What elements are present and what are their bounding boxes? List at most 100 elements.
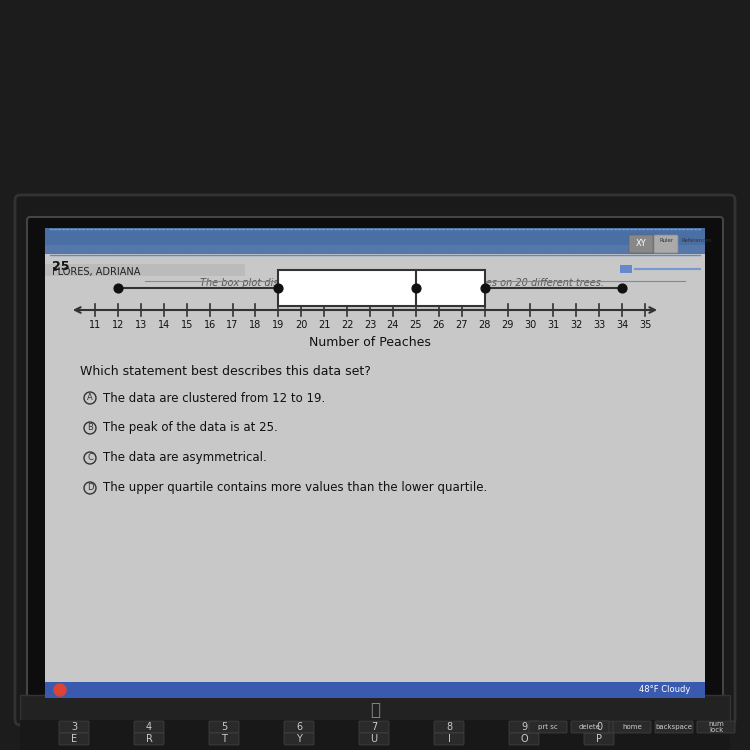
FancyBboxPatch shape	[284, 733, 314, 745]
Text: References: References	[682, 238, 712, 244]
Text: 25: 25	[52, 260, 70, 273]
Bar	[45, 682, 705, 698]
Text: The data are asymmetrical.: The data are asymmetrical.	[103, 452, 267, 464]
FancyBboxPatch shape	[15, 195, 735, 725]
FancyBboxPatch shape	[655, 721, 693, 733]
Text: The box plot displays a summary of the numbers of peaches on 20 different trees.: The box plot displays a summary of the n…	[200, 278, 604, 288]
FancyBboxPatch shape	[697, 721, 735, 733]
Text: 4: 4	[146, 722, 152, 732]
Text: 12: 12	[112, 320, 124, 330]
Text: 23: 23	[364, 320, 376, 330]
Text: 29: 29	[501, 320, 514, 330]
Text: 0: 0	[596, 722, 602, 732]
Text: 25: 25	[410, 320, 422, 330]
Text: 48°F Cloudy: 48°F Cloudy	[638, 686, 690, 694]
FancyBboxPatch shape	[134, 721, 164, 733]
Text: num
lock: num lock	[708, 721, 724, 734]
Text: prt sc: prt sc	[538, 724, 558, 730]
Text: 26: 26	[433, 320, 445, 330]
Text: 18: 18	[249, 320, 262, 330]
Text: Y: Y	[296, 734, 302, 744]
Text: 9: 9	[521, 722, 527, 732]
Bar	[45, 228, 705, 245]
Text: I: I	[448, 734, 451, 744]
Text: 17: 17	[226, 320, 238, 330]
Point	[410, 282, 422, 294]
Text: A: A	[87, 394, 93, 403]
Text: The peak of the data is at 25.: The peak of the data is at 25.	[103, 422, 278, 434]
Text: FLORES, ADRIANA: FLORES, ADRIANA	[52, 267, 140, 277]
FancyBboxPatch shape	[59, 721, 89, 733]
FancyBboxPatch shape	[359, 721, 389, 733]
Text: 31: 31	[548, 320, 560, 330]
Text: 28: 28	[478, 320, 490, 330]
FancyBboxPatch shape	[613, 721, 651, 733]
Text: 35: 35	[639, 320, 651, 330]
Text: T: T	[221, 734, 227, 744]
Bar	[278, 270, 484, 306]
Text: 15: 15	[181, 320, 193, 330]
Text: 6: 6	[296, 722, 302, 732]
Text: Ruler: Ruler	[660, 238, 674, 244]
Text: Number of Peaches: Number of Peaches	[309, 336, 431, 349]
Text: 13: 13	[135, 320, 147, 330]
Bar	[45, 264, 245, 276]
Text: 3: 3	[71, 722, 77, 732]
FancyBboxPatch shape	[434, 721, 464, 733]
Text: 19: 19	[272, 320, 284, 330]
Text: 7: 7	[370, 722, 377, 732]
FancyBboxPatch shape	[27, 217, 723, 713]
FancyBboxPatch shape	[509, 721, 539, 733]
FancyBboxPatch shape	[134, 733, 164, 745]
Text: XY: XY	[635, 239, 646, 248]
Text: home: home	[622, 724, 642, 730]
Text: E: E	[71, 734, 77, 744]
Text: D: D	[87, 484, 93, 493]
Circle shape	[54, 684, 66, 696]
Text: Which statement best describes this data set?: Which statement best describes this data…	[80, 365, 370, 378]
Bar	[20, 695, 730, 725]
Point	[616, 282, 628, 294]
Text: The upper quartile contains more values than the lower quartile.: The upper quartile contains more values …	[103, 482, 488, 494]
Text: 11: 11	[88, 320, 101, 330]
Text: 33: 33	[593, 320, 605, 330]
Text: R: R	[146, 734, 152, 744]
Text: 34: 34	[616, 320, 628, 330]
Text: 32: 32	[570, 320, 583, 330]
FancyBboxPatch shape	[654, 235, 678, 253]
Text: 30: 30	[524, 320, 536, 330]
FancyBboxPatch shape	[571, 721, 609, 733]
Text: The data are clustered from 12 to 19.: The data are clustered from 12 to 19.	[103, 392, 326, 404]
Text: backspace: backspace	[656, 724, 692, 730]
Text: ⓗ: ⓗ	[370, 701, 380, 719]
Text: 24: 24	[387, 320, 399, 330]
Bar	[620, 265, 632, 273]
Text: P: P	[596, 734, 602, 744]
Text: 16: 16	[203, 320, 216, 330]
Text: 21: 21	[318, 320, 330, 330]
Text: U: U	[370, 734, 377, 744]
Text: 20: 20	[295, 320, 307, 330]
FancyBboxPatch shape	[584, 733, 614, 745]
FancyBboxPatch shape	[284, 721, 314, 733]
FancyBboxPatch shape	[529, 721, 567, 733]
Bar	[45, 245, 705, 254]
FancyBboxPatch shape	[359, 733, 389, 745]
FancyBboxPatch shape	[509, 733, 539, 745]
Text: B: B	[87, 424, 93, 433]
Point	[272, 282, 284, 294]
FancyBboxPatch shape	[59, 733, 89, 745]
Text: O: O	[520, 734, 528, 744]
Text: C: C	[87, 454, 93, 463]
FancyBboxPatch shape	[209, 733, 239, 745]
Text: 27: 27	[455, 320, 468, 330]
Point	[112, 282, 124, 294]
FancyBboxPatch shape	[209, 721, 239, 733]
Text: 8: 8	[446, 722, 452, 732]
FancyBboxPatch shape	[434, 733, 464, 745]
Text: 5: 5	[220, 722, 227, 732]
FancyBboxPatch shape	[629, 235, 653, 253]
Bar	[45, 228, 705, 698]
Point	[478, 282, 490, 294]
Text: 22: 22	[340, 320, 353, 330]
